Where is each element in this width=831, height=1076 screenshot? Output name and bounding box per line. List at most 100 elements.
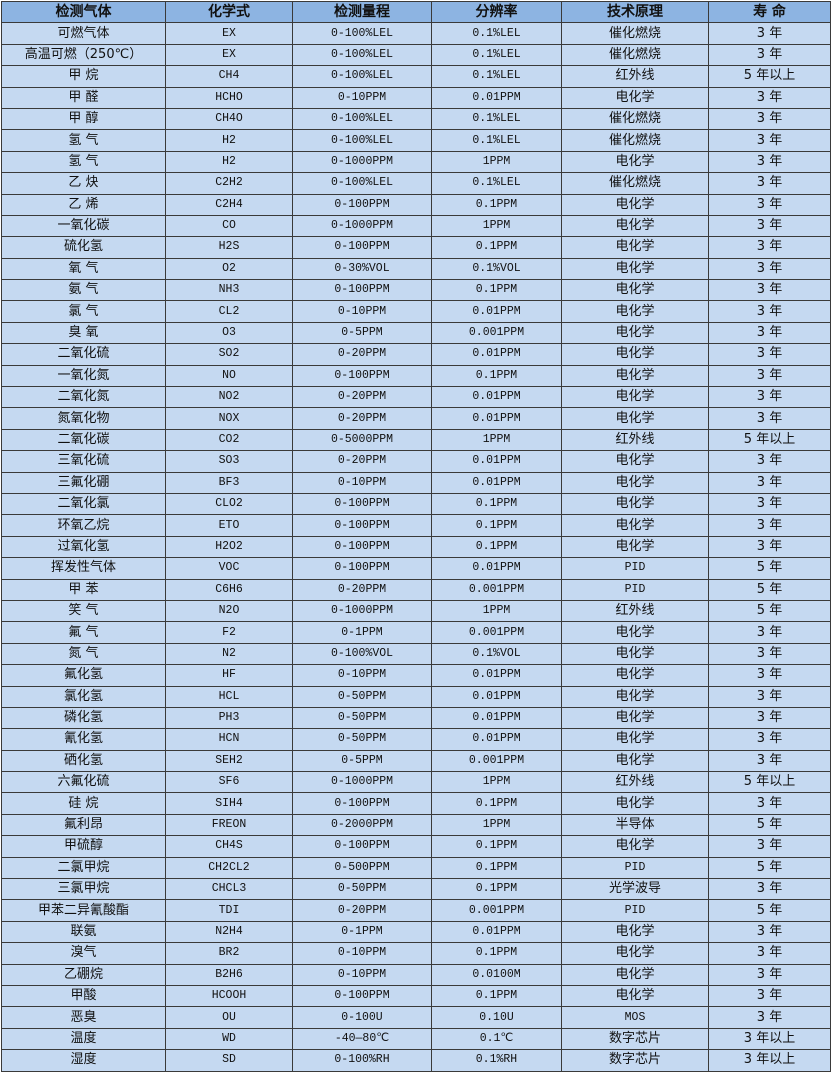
resolution-cell: 1PPM [431,428,562,452]
resolution-cell: 1PPM [431,771,562,794]
principle-cell: 催化燃烧 [561,22,709,45]
resolution-cell: 1PPM [431,599,562,623]
formula-cell: PH3 [165,706,293,730]
principle-cell: 电化学 [561,193,709,216]
formula-cell: B2H6 [165,963,293,986]
principle-cell: 电化学 [561,963,709,986]
resolution-cell: 0.1PPM [431,878,562,901]
resolution-cell: 1PPM [431,150,562,174]
table-row: 甲苯二异氰酸酯 TDI 0-20PPM 0.001PPM PID 5 年 [1,899,831,922]
formula-cell: SIH4 [165,792,293,815]
formula-cell: NH3 [165,279,293,302]
resolution-cell: 0.01PPM [431,557,562,580]
formula-cell: HF [165,664,293,687]
resolution-cell: 0.001PPM [431,621,562,644]
resolution-cell: 0.001PPM [431,578,562,601]
table-row: 六氟化硫 SF6 0-1000PPM 1PPM 红外线 5 年以上 [1,771,831,794]
lifespan-cell: 3 年 [708,878,831,901]
table-row: 联氨 N2H4 0-1PPM 0.01PPM 电化学 3 年 [1,920,831,944]
table-row: 二氧化氯 CLO2 0-100PPM 0.1PPM 电化学 3 年 [1,492,831,516]
range-cell: 0-100%LEL [292,65,432,88]
resolution-cell: 0.1PPM [431,984,562,1008]
gas-name-cell: 可燃气体 [1,22,166,45]
lifespan-cell: 5 年以上 [708,771,831,794]
range-cell: 0-5000PPM [292,428,432,452]
lifespan-cell: 3 年 [708,963,831,986]
resolution-cell: 0.10U [431,1006,562,1029]
resolution-cell: 0.01PPM [431,407,562,430]
resolution-cell: 1PPM [431,214,562,238]
principle-cell: PID [561,856,709,880]
gas-name-cell: 二氯甲烷 [1,856,166,880]
gas-name-cell: 高温可燃（250℃） [1,43,166,67]
table-row: 环氧乙烷 ETO 0-100PPM 0.1PPM 电化学 3 年 [1,514,831,537]
lifespan-cell: 3 年 [708,129,831,152]
table-row: 臭 氧 O3 0-5PPM 0.001PPM 电化学 3 年 [1,321,831,345]
formula-cell: CHCL3 [165,878,293,901]
principle-cell: 电化学 [561,214,709,238]
resolution-cell: 0.1℃ [431,1027,562,1051]
header-range: 检测量程 [292,0,432,24]
range-cell: 0-1PPM [292,920,432,944]
lifespan-cell: 3 年 [708,150,831,174]
principle-cell: 数字芯片 [561,1049,709,1072]
formula-cell: O2 [165,257,293,281]
table-row: 乙硼烷 B2H6 0-10PPM 0.0100M 电化学 3 年 [1,963,831,986]
formula-cell: CH2CL2 [165,856,293,880]
gas-name-cell: 氢 气 [1,129,166,152]
range-cell: 0-10PPM [292,86,432,109]
lifespan-cell: 3 年 [708,236,831,259]
range-cell: 0-10PPM [292,471,432,494]
formula-cell: H2S [165,236,293,259]
lifespan-cell: 3 年以上 [708,1049,831,1072]
resolution-cell: 0.01PPM [431,728,562,751]
table-row: 乙 烯 C2H4 0-100PPM 0.1PPM 电化学 3 年 [1,193,831,216]
principle-cell: 电化学 [561,492,709,516]
lifespan-cell: 3 年 [708,835,831,858]
table-row: 溴气 BR2 0-10PPM 0.1PPM 电化学 3 年 [1,942,831,965]
formula-cell: BF3 [165,471,293,494]
formula-cell: SF6 [165,771,293,794]
table-row: 恶臭 OU 0-100U 0.10U MOS 3 年 [1,1006,831,1029]
lifespan-cell: 5 年 [708,578,831,601]
gas-name-cell: 磷化氢 [1,706,166,730]
gas-name-cell: 氮 气 [1,642,166,666]
resolution-cell: 0.01PPM [431,86,562,109]
lifespan-cell: 3 年 [708,642,831,666]
header-lifespan: 寿 命 [708,0,831,24]
principle-cell: 电化学 [561,300,709,323]
gas-name-cell: 氢 气 [1,150,166,174]
range-cell: 0-100PPM [292,535,432,559]
table-row: 氰化氢 HCN 0-50PPM 0.01PPM 电化学 3 年 [1,728,831,751]
gas-name-cell: 过氧化氢 [1,535,166,559]
principle-cell: 红外线 [561,771,709,794]
gas-name-cell: 甲 烷 [1,65,166,88]
table-row: 甲 苯 C6H6 0-20PPM 0.001PPM PID 5 年 [1,578,831,601]
table-row: 二氯甲烷 CH2CL2 0-500PPM 0.1PPM PID 5 年 [1,856,831,880]
range-cell: 0-50PPM [292,685,432,708]
gas-name-cell: 三氯甲烷 [1,878,166,901]
principle-cell: 红外线 [561,599,709,623]
range-cell: 0-100%RH [292,1049,432,1072]
lifespan-cell: 3 年 [708,386,831,409]
formula-cell: EX [165,22,293,45]
resolution-cell: 0.1PPM [431,792,562,815]
resolution-cell: 0.1PPM [431,193,562,216]
principle-cell: 红外线 [561,65,709,88]
range-cell: 0-10PPM [292,300,432,323]
principle-cell: 电化学 [561,920,709,944]
table-row: 硅 烷 SIH4 0-100PPM 0.1PPM 电化学 3 年 [1,792,831,815]
formula-cell: N2 [165,642,293,666]
range-cell: 0-2000PPM [292,813,432,837]
resolution-cell: 0.1%VOL [431,642,562,666]
lifespan-cell: 3 年 [708,471,831,494]
lifespan-cell: 3 年 [708,920,831,944]
lifespan-cell: 3 年 [708,792,831,815]
formula-cell: BR2 [165,942,293,965]
table-body: 可燃气体 EX 0-100%LEL 0.1%LEL 催化燃烧 3 年高温可燃（250℃） E… [1,22,831,1072]
resolution-cell: 0.1PPM [431,236,562,259]
header-resolution: 分辨率 [431,0,562,24]
lifespan-cell: 3 年 [708,300,831,323]
table-row: 氮氧化物 NOX 0-20PPM 0.01PPM 电化学 3 年 [1,407,831,430]
principle-cell: 电化学 [561,514,709,537]
